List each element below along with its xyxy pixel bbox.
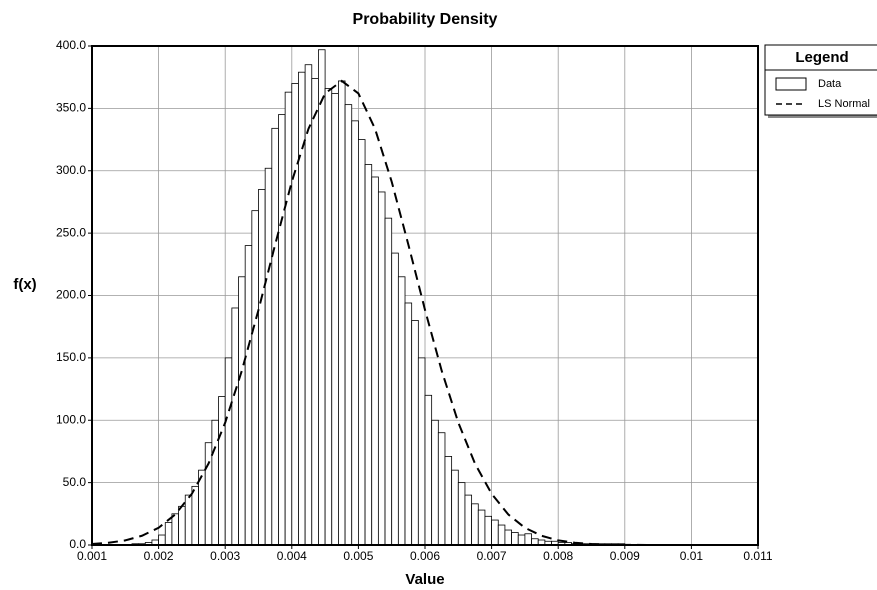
histogram-bar [484, 515, 493, 546]
x-tick-label: 0.004 [277, 549, 307, 563]
histogram-bar [411, 320, 419, 546]
histogram-bar [491, 519, 499, 546]
histogram-bar [231, 307, 239, 546]
histogram-bar [264, 167, 273, 546]
fit-line [91, 79, 758, 546]
legend-swatch [775, 77, 807, 91]
histogram-bar [311, 78, 319, 546]
histogram-bar [477, 509, 486, 546]
histogram-bar [284, 91, 293, 546]
histogram-bar [338, 80, 346, 546]
legend-title: Legend [795, 49, 848, 66]
histogram-bar [391, 252, 399, 546]
histogram-bar [464, 494, 473, 546]
histogram-bar [344, 104, 353, 546]
x-tick-label: 0.007 [477, 549, 507, 563]
histogram-bar [158, 534, 166, 546]
histogram-bar [191, 485, 199, 546]
histogram-bar [271, 127, 279, 546]
x-tick-label: 0.008 [543, 549, 573, 563]
histogram-bar [164, 522, 173, 546]
histogram-bar [324, 88, 333, 546]
histogram-bar [291, 83, 299, 546]
histogram-bar [384, 217, 393, 546]
histogram-bar [351, 120, 359, 546]
histogram-bar [251, 210, 259, 546]
y-tick-label: 150.0 [56, 350, 86, 364]
y-tick-label: 200.0 [56, 288, 86, 302]
histogram-bar [457, 482, 466, 546]
histogram-bar [444, 456, 453, 546]
x-tick-label: 0.006 [410, 549, 440, 563]
histogram-bar [504, 529, 512, 546]
chart-title: Probability Density [353, 11, 498, 28]
histogram-bar [318, 49, 326, 546]
y-tick-label: 50.0 [63, 475, 87, 489]
histogram-bar [524, 533, 532, 546]
plot-border [91, 45, 759, 546]
histogram-bar [238, 276, 246, 546]
histogram-bar [471, 503, 479, 546]
histogram-bar [224, 357, 233, 546]
histogram-bar [357, 139, 366, 546]
histogram-bar [431, 419, 439, 546]
x-tick-label: 0.002 [144, 549, 174, 563]
histogram-bar [331, 93, 339, 546]
y-axis-label: f(x) [13, 276, 36, 293]
histogram-bar [218, 396, 226, 546]
histogram-bar [204, 442, 213, 546]
histogram-bar [417, 357, 426, 546]
legend: Legend Data LS Normal [764, 44, 877, 118]
histogram-bar [244, 245, 253, 546]
histogram-bar [437, 432, 446, 546]
histogram-bar [517, 534, 526, 546]
histogram-bar [304, 64, 313, 546]
histogram-bar [364, 164, 373, 546]
y-tick-label: 250.0 [56, 225, 86, 239]
x-axis-label: Value [405, 571, 444, 588]
y-tick-label: 100.0 [56, 412, 86, 426]
y-tick-label: 400.0 [56, 38, 86, 52]
histogram-bar [178, 505, 186, 546]
histogram-bar [497, 524, 506, 546]
histogram-bar [397, 276, 406, 546]
histogram-bar [278, 114, 286, 546]
x-tick-label: 0.011 [743, 549, 772, 563]
y-tick-label: 0.0 [69, 537, 86, 551]
x-tick-label: 0.003 [210, 549, 240, 563]
histogram-bar [404, 302, 413, 546]
y-tick-label: 300.0 [56, 163, 86, 177]
legend-label: Data [818, 78, 842, 90]
histogram-bar [371, 176, 379, 546]
x-tick-label: 0.005 [343, 549, 373, 563]
legend-label: LS Normal [818, 98, 870, 110]
histogram-bar [451, 469, 459, 546]
x-tick-label: 0.009 [610, 549, 640, 563]
histogram-bar [258, 189, 266, 546]
histogram-bar [511, 532, 519, 546]
histogram-bar [184, 494, 193, 546]
histogram-bar [171, 513, 179, 546]
histogram-bar [424, 394, 433, 546]
x-tick-label: 0.01 [680, 549, 704, 563]
x-tick-label: 0.001 [77, 549, 107, 563]
histogram-bar [377, 191, 386, 546]
y-tick-label: 350.0 [56, 101, 86, 115]
